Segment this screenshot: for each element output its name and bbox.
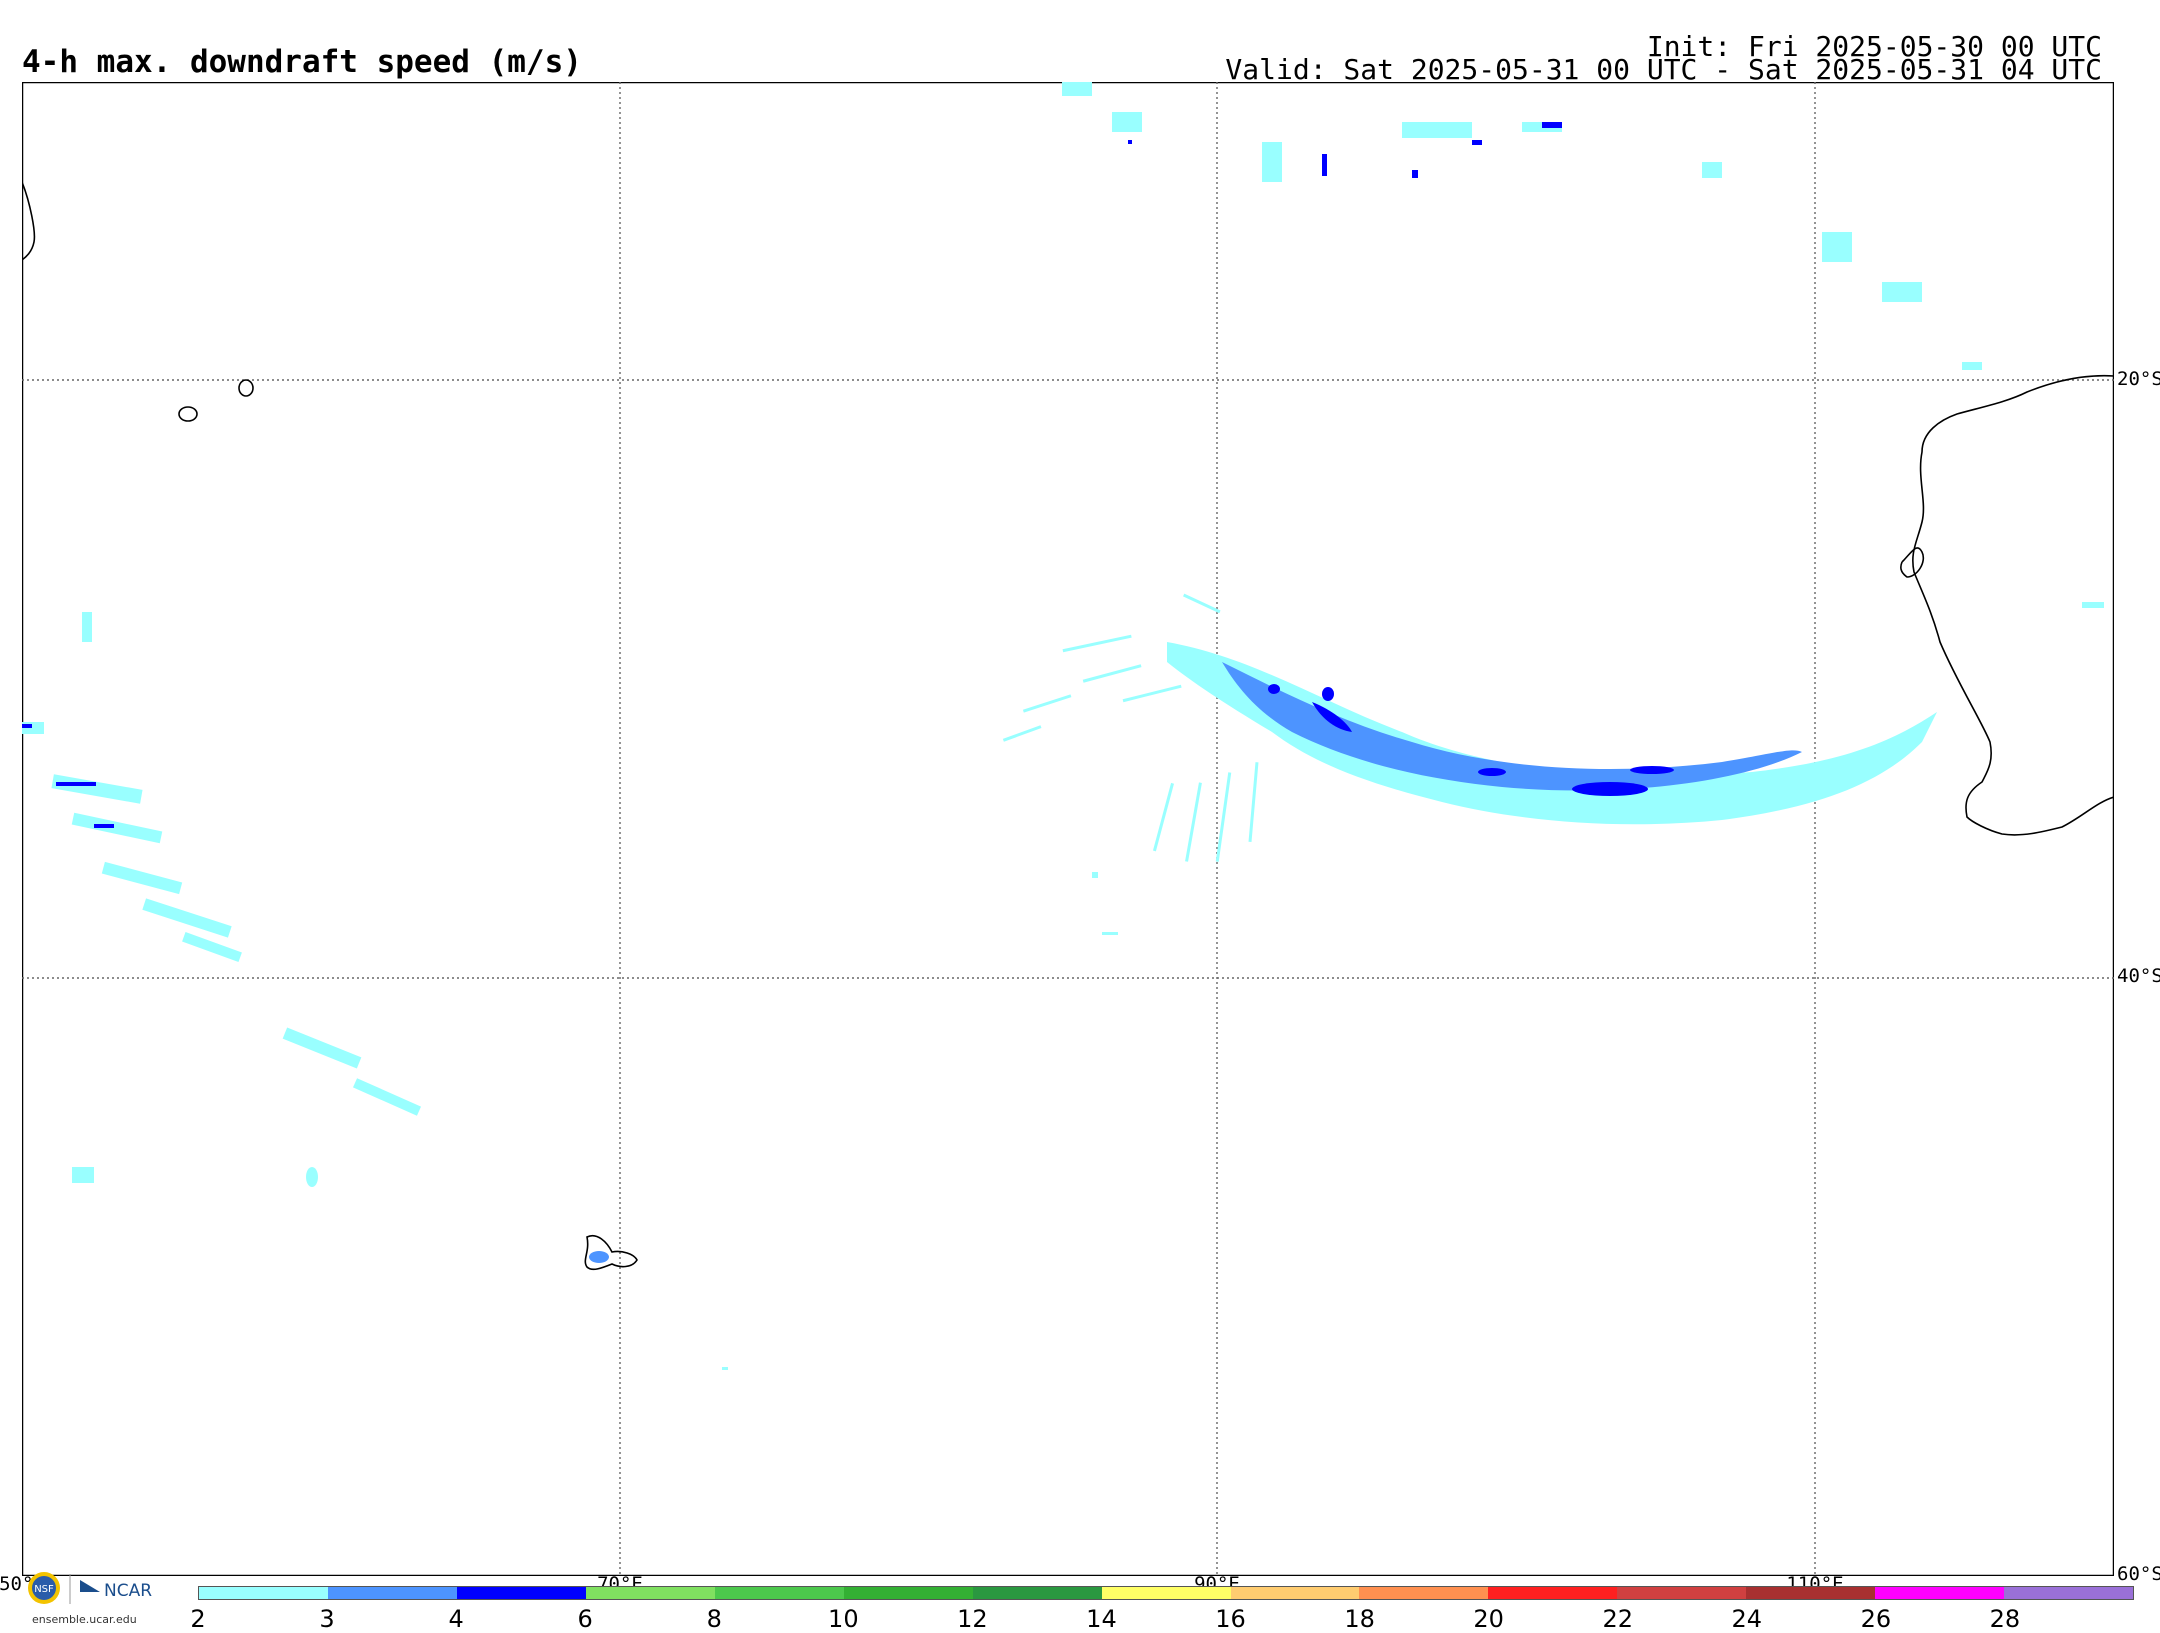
coastlines [22,181,2114,1271]
init-time: Init: Fri 2025-05-30 00 UTC [1646,30,2102,63]
colorbar-tick-label: 22 [1602,1605,1633,1633]
colorbar-swatch [327,1587,457,1599]
colorbar-swatch [1617,1587,1747,1599]
colorbar-tick-label: 26 [1860,1605,1892,1633]
colorbar-swatch [1488,1587,1618,1599]
colorbar-swatch [199,1587,328,1599]
colorbar-swatch [1101,1587,1231,1599]
logo-area: NSF [28,1572,100,1604]
colorbar-tick-label: 4 [448,1605,464,1633]
lat-label-40s: 40°S [2117,965,2160,987]
colorbar-tick-label: 10 [828,1605,859,1633]
colorbar [198,1586,2134,1600]
lat-label-60s: 60°S [2117,1563,2160,1585]
colorbar-swatch [1359,1587,1489,1599]
kerguelen [584,1234,638,1271]
colorbar-tick-label: 14 [1086,1605,1117,1633]
valid-time: Valid: Sat 2025-05-31 00 UTC - Sat 2025-… [1225,53,2102,86]
australia-inlet [1900,547,1925,578]
colorbar-swatch [714,1587,844,1599]
ncar-text: NCAR [104,1581,153,1601]
colorbar-tick-label: 3 [319,1605,335,1633]
band-level-4e [1322,687,1334,701]
map-panel[interactable] [22,82,2114,1576]
mauritius [238,379,254,397]
australia-coast [1912,374,2114,836]
nsf-text: NSF [34,1584,54,1595]
colorbar-tick-label: 20 [1473,1605,1504,1633]
colorbar-swatch [2004,1587,2134,1599]
band-level-4f [1268,684,1280,694]
band-level-4c [1630,766,1674,774]
colorbar-tick-label: 12 [957,1605,988,1633]
lat-label-20s: 20°S [2117,368,2160,390]
colorbar-swatch [843,1587,973,1599]
colorbar-swatch [585,1587,715,1599]
reunion [178,406,198,422]
colorbar-swatch [1746,1587,1876,1599]
madagascar-edge [22,181,36,261]
colorbar-tick-label: 6 [577,1605,593,1633]
map-title: 4-h max. downdraft speed (m/s) [22,44,582,80]
band-level-3 [1222,662,1802,791]
colorbar-tick-label: 2 [190,1605,206,1633]
band-level-2 [1167,642,1937,825]
graticule [22,82,2114,1576]
colorbar-swatch [972,1587,1102,1599]
colorbar-tick-label: 8 [706,1605,722,1633]
band-level-4a [1312,702,1352,732]
colorbar-tick-label: 18 [1344,1605,1375,1633]
colorbar-tick-label: 16 [1215,1605,1246,1633]
colorbar-swatch [1875,1587,2005,1599]
colorbar-tick-label: 28 [1989,1605,2021,1633]
colorbar-swatch [456,1587,586,1599]
band-level-4d [1478,768,1506,776]
downdraft-field [22,82,2104,1370]
nsf-logo-icon: NSF [28,1572,60,1604]
colorbar-tick-label: 24 [1731,1605,1763,1633]
band-level-4b [1572,782,1648,796]
ncar-logo-icon [69,1574,100,1604]
colorbar-swatch [1230,1587,1360,1599]
logo-url: ensemble.ucar.edu [32,1613,137,1626]
